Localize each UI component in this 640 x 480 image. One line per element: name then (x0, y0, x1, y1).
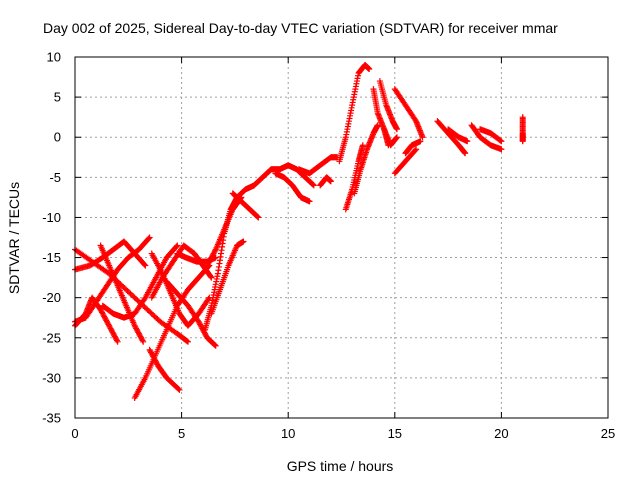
series-arc-16 (229, 190, 262, 221)
data-point (212, 342, 219, 349)
data-point (208, 274, 215, 281)
data-point (306, 198, 313, 205)
data-point (310, 182, 317, 189)
data-point (141, 296, 148, 303)
series-arc-30 (434, 118, 469, 157)
series-arc-3 (72, 294, 121, 345)
y-axis-label: SDTVAR / TECUs (6, 182, 22, 294)
data-point (139, 337, 146, 344)
series-arc-20 (317, 174, 334, 189)
y-tick-label: -20 (42, 290, 61, 305)
series-arc-29 (391, 146, 420, 177)
data-point (212, 342, 219, 349)
data-point (498, 146, 505, 153)
data-point (176, 386, 183, 393)
y-tick-label: -30 (42, 370, 61, 385)
series-arc-6 (99, 242, 181, 321)
series-arc-18 (272, 170, 313, 205)
data-point (175, 385, 182, 392)
grid (75, 57, 608, 418)
data-point (255, 214, 262, 221)
data-point (327, 178, 334, 185)
series-arc-17 (251, 162, 317, 189)
series-arc-22 (342, 142, 366, 213)
series-arc-32 (468, 122, 505, 153)
y-tick-label: -5 (49, 170, 61, 185)
data-point (498, 138, 505, 145)
data-point (146, 234, 153, 241)
series-arc-15 (208, 238, 247, 317)
x-tick-label: 10 (281, 426, 295, 441)
series-arc-21 (336, 62, 373, 165)
data-point (413, 146, 420, 153)
series-arc-28 (402, 138, 424, 157)
data-point (140, 338, 147, 345)
series-arc-14 (204, 194, 245, 269)
series-arc-33 (477, 126, 505, 145)
data-point (254, 213, 261, 220)
series-arc-1 (72, 246, 191, 345)
data-point (310, 181, 317, 188)
series-arc-34 (519, 114, 526, 145)
series-arc-9 (148, 242, 215, 301)
data-point (141, 261, 148, 268)
y-tick-label: 10 (47, 50, 61, 65)
x-tick-label: 15 (388, 426, 402, 441)
series-arc-11 (163, 278, 219, 349)
y-tick-label: -25 (42, 330, 61, 345)
data-point (366, 66, 373, 73)
data-point (462, 150, 469, 157)
plot-frame (74, 56, 609, 419)
axis-ticks: 0 5 10 15 20 25 10 5 0 -5 -10 -15 -20 -25 -30 -35 (42, 50, 615, 442)
data-points (72, 62, 526, 401)
data-point (497, 137, 504, 144)
x-tick-label: 20 (494, 426, 508, 441)
series-arc-19 (295, 154, 341, 177)
x-tick-label: 5 (178, 426, 185, 441)
data-point (212, 247, 219, 254)
y-tick-label: 0 (54, 130, 61, 145)
data-point (412, 147, 419, 154)
y-tick-label: -10 (42, 210, 61, 225)
x-axis-label: GPS time / hours (287, 458, 394, 474)
data-point (113, 337, 120, 344)
x-tick-label: 0 (71, 426, 78, 441)
chart-title: Day 002 of 2025, Sidereal Day-to-day VTE… (43, 20, 558, 36)
series-arc-31 (445, 126, 471, 145)
data-point (142, 262, 149, 269)
data-point (519, 138, 526, 145)
data-point (184, 338, 191, 345)
data-point (145, 235, 152, 242)
data-point (207, 273, 214, 280)
series-arc-26 (381, 126, 400, 149)
data-point (174, 242, 181, 249)
data-point (417, 138, 424, 145)
data-point (393, 126, 400, 133)
y-tick-label: 5 (54, 90, 61, 105)
x-tick-label: 25 (601, 426, 615, 441)
data-point (114, 338, 121, 345)
data-point (173, 243, 180, 250)
y-tick-label: -35 (42, 411, 61, 426)
series-arc-23 (351, 122, 381, 197)
series-arc-25 (376, 78, 400, 133)
data-point (464, 138, 471, 145)
series-arc-27 (391, 86, 426, 141)
y-tick-label: -15 (42, 250, 61, 265)
data-point (419, 134, 426, 141)
series-arc-12 (146, 346, 183, 393)
data-point (184, 338, 191, 345)
data-point (393, 134, 400, 141)
data-point (240, 238, 247, 245)
data-point (359, 142, 366, 149)
data-point (205, 296, 212, 303)
